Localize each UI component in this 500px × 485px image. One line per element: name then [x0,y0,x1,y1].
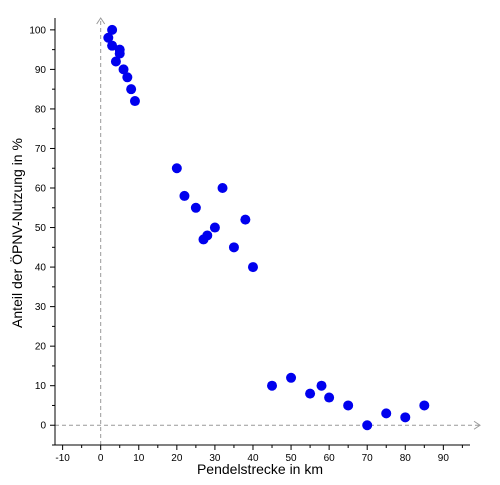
data-point [110,56,121,67]
data-point [202,230,213,241]
data-point [190,202,201,213]
data-point [240,214,251,225]
x-tick-label: 70 [362,453,374,464]
y-tick-label: 60 [35,184,47,195]
x-tick-label: 80 [400,453,412,464]
y-zero-arrow [96,17,106,25]
x-tick-label: 0 [98,453,104,464]
data-point [129,96,140,107]
axes [54,18,470,446]
data-point [400,412,411,423]
data-point [107,24,118,35]
data-point [343,400,354,411]
y-tick-label: 30 [35,302,47,313]
data-point [247,262,258,273]
x-axis-title: Pendelstrecke in km [197,461,323,477]
x-tick-label: 10 [133,453,145,464]
y-tick-label: 70 [35,144,47,155]
data-point [114,48,125,59]
y-tick-label: 90 [35,65,47,76]
data-point [419,400,430,411]
data-point [267,380,278,391]
y-axis-ticks: 0 10 20 30 40 50 60 70 80 90 100 [29,25,55,446]
data-points [103,24,430,431]
x-tick-label: 40 [247,453,259,464]
data-point [228,242,239,253]
data-point [324,392,335,403]
x-tick-label: -10 [55,453,70,464]
data-point [179,190,190,201]
data-point [126,84,137,95]
data-point [362,420,373,431]
y-tick-label: 80 [35,104,47,115]
y-tick-label: 50 [35,223,47,234]
y-axis-title: Anteil der ÖPNV-Nutzung in % [8,138,25,328]
data-point [305,388,316,399]
data-point [381,408,392,419]
data-point [209,222,220,233]
data-point [118,64,129,75]
data-point [107,40,118,51]
data-point [122,72,133,83]
x-tick-label: 20 [171,453,183,464]
x-tick-label: 30 [209,453,221,464]
data-point [171,163,182,174]
x-tick-label: 50 [285,453,297,464]
x-tick-label: 90 [438,453,450,464]
y-tick-label: 100 [29,25,46,36]
x-zero-arrow [473,420,481,430]
zero-lines [55,17,481,445]
y-tick-label: 20 [35,342,47,353]
y-tick-label: 40 [35,263,47,274]
y-tick-label: 0 [40,421,46,432]
data-point [103,32,114,43]
data-point [217,183,228,194]
x-tick-label: 60 [324,453,336,464]
y-tick-label: 10 [35,381,47,392]
data-point [286,372,297,383]
x-axis-ticks: -10 0 10 20 30 40 50 60 70 80 90 [55,445,463,464]
data-point [316,380,327,391]
